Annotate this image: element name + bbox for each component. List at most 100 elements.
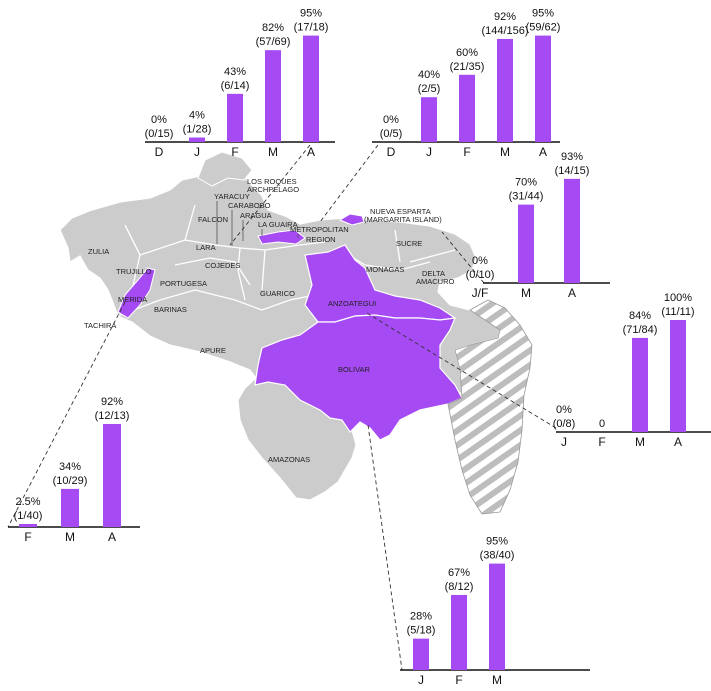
chart-4: 2.5% (1/40) F 34% (10/29) M 92% (12/13) A bbox=[8, 396, 140, 544]
category-tick-label: D bbox=[387, 145, 396, 159]
bar bbox=[451, 594, 467, 670]
bar-fraction-label: (14/15) bbox=[555, 165, 590, 177]
bar-value-label: 95% bbox=[486, 536, 508, 548]
state-label-monagas: MONAGAS bbox=[366, 265, 404, 274]
bar bbox=[303, 35, 319, 142]
bar-value-label: 84% bbox=[629, 310, 651, 322]
category-tick-label: F bbox=[598, 435, 605, 449]
map-paraguana bbox=[197, 151, 253, 187]
bar bbox=[670, 320, 686, 432]
state-label-tachira: TACHIRA bbox=[84, 321, 116, 330]
bar-value-label: 92% bbox=[101, 396, 123, 408]
bar bbox=[227, 93, 243, 142]
bar-charts: 0% (0/15) D 4% (1/28) J 43% (6/14) F 82% (57/69) M 9… bbox=[8, 8, 711, 687]
bar-fraction-label: (1/28) bbox=[183, 124, 212, 136]
state-label-bolivar: BOLIVAR bbox=[338, 365, 371, 374]
category-tick-label: F bbox=[24, 530, 31, 544]
bar-fraction-label: (0/8) bbox=[553, 418, 576, 430]
bar-fraction-label: (0/10) bbox=[466, 269, 495, 281]
category-tick-label: J bbox=[561, 435, 567, 449]
bar-fraction-label: (144/156) bbox=[481, 25, 528, 37]
state-label-metropolitan: METROPOLITAN bbox=[290, 225, 349, 234]
bar-value-label: 40% bbox=[418, 69, 440, 81]
category-tick-label: J/F bbox=[472, 286, 489, 300]
state-label-nueva-esparta-1: NUEVA ESPARTA bbox=[370, 207, 431, 216]
state-label-trujillo: TRUJILLO bbox=[116, 267, 152, 276]
bar-fraction-label: (2/5) bbox=[418, 83, 441, 95]
state-label-los-roques-2: ARCHPELAGO bbox=[247, 185, 299, 194]
bar bbox=[19, 524, 37, 527]
state-label-falcon: FALCON bbox=[198, 215, 228, 224]
category-tick-label: M bbox=[635, 435, 645, 449]
category-tick-label: A bbox=[108, 530, 116, 544]
bar-value-label: 67% bbox=[448, 567, 470, 579]
bar-value-label: 28% bbox=[410, 611, 432, 623]
venezuela-map: ZULIA FALCON LARA YARACUY CARABOBO ARAGU… bbox=[59, 151, 533, 515]
state-label-zulia: ZULIA bbox=[88, 247, 109, 256]
category-tick-label: F bbox=[463, 145, 470, 159]
bar bbox=[265, 50, 281, 142]
bar-value-label: 93% bbox=[561, 151, 583, 163]
state-label-lara: LARA bbox=[196, 243, 216, 252]
chart-0: 0% (0/15) D 4% (1/28) J 43% (6/14) F 82% (57/69) M 9… bbox=[145, 8, 335, 159]
bar bbox=[535, 35, 551, 142]
bar bbox=[518, 204, 534, 283]
bar bbox=[413, 638, 429, 670]
category-tick-label: M bbox=[268, 145, 278, 159]
bar bbox=[632, 337, 648, 432]
bar-fraction-label: (6/14) bbox=[221, 80, 250, 92]
bar-fraction-label: (1/40) bbox=[14, 510, 43, 522]
state-label-nueva-esparta-2: (MARGARITA ISLAND) bbox=[364, 215, 442, 224]
state-label-delta-1: DELTA bbox=[422, 269, 445, 278]
bar bbox=[189, 137, 205, 142]
state-label-yaracuy: YARACUY bbox=[214, 192, 250, 201]
category-tick-label: A bbox=[307, 145, 315, 159]
state-label-merida: MERIDA bbox=[118, 295, 147, 304]
bar bbox=[459, 74, 475, 142]
state-label-portuguesa: PORTUGESA bbox=[160, 279, 207, 288]
connector-lines bbox=[7, 144, 557, 671]
category-tick-label: F bbox=[231, 145, 238, 159]
category-tick-label: A bbox=[568, 286, 576, 300]
category-tick-label: J bbox=[194, 145, 200, 159]
map-disputed-territory bbox=[447, 299, 533, 515]
category-tick-label: M bbox=[521, 286, 531, 300]
chart-5: 28% (5/18) J 67% (8/12) F 95% (38/40) M bbox=[400, 536, 590, 687]
state-label-delta-2: AMACURO bbox=[416, 277, 455, 286]
bar-fraction-label: (12/13) bbox=[95, 410, 130, 422]
bar-fraction-label: (57/69) bbox=[256, 36, 291, 48]
bar bbox=[497, 38, 513, 142]
bar-fraction-label: (17/18) bbox=[294, 22, 329, 34]
map-state-borders bbox=[117, 204, 456, 317]
bar-fraction-label: (59/62) bbox=[526, 22, 561, 34]
bar-fraction-label: (38/40) bbox=[480, 550, 515, 562]
state-label-cojedes: COJEDES bbox=[205, 261, 240, 270]
bar-value-label: 0 bbox=[599, 418, 605, 430]
bar-fraction-label: (71/84) bbox=[623, 324, 658, 336]
state-label-amazonas: AMAZONAS bbox=[268, 455, 310, 464]
bar-fraction-label: (0/5) bbox=[380, 128, 403, 140]
category-tick-label: F bbox=[455, 673, 462, 687]
bar-fraction-label: (8/12) bbox=[445, 581, 474, 593]
bar-fraction-label: (11/11) bbox=[661, 306, 694, 318]
bar-value-label: 0% bbox=[383, 114, 399, 126]
category-tick-label: A bbox=[539, 145, 547, 159]
bar-fraction-label: (0/15) bbox=[145, 128, 174, 140]
category-tick-label: M bbox=[65, 530, 75, 544]
bar-value-label: 92% bbox=[494, 11, 516, 23]
bar-value-label: 0% bbox=[472, 255, 488, 267]
state-label-region: REGION bbox=[306, 235, 336, 244]
bar-value-label: 60% bbox=[456, 47, 478, 59]
map-metropolitan bbox=[257, 229, 306, 245]
category-tick-label: M bbox=[500, 145, 510, 159]
bar-value-label: 95% bbox=[532, 8, 554, 20]
state-label-los-roques-1: LOS ROQUES bbox=[247, 177, 297, 186]
bar bbox=[489, 563, 505, 670]
bar-fraction-label: (31/44) bbox=[509, 191, 544, 203]
bar-value-label: 4% bbox=[189, 110, 205, 122]
chart-3: 0% (0/8) J 0 F 84% (71/84) M 100% (11/11) A bbox=[553, 292, 711, 449]
bar-fraction-label: (5/18) bbox=[407, 625, 436, 637]
state-label-apure: APURE bbox=[200, 346, 226, 355]
bar-value-label: 43% bbox=[224, 66, 246, 78]
